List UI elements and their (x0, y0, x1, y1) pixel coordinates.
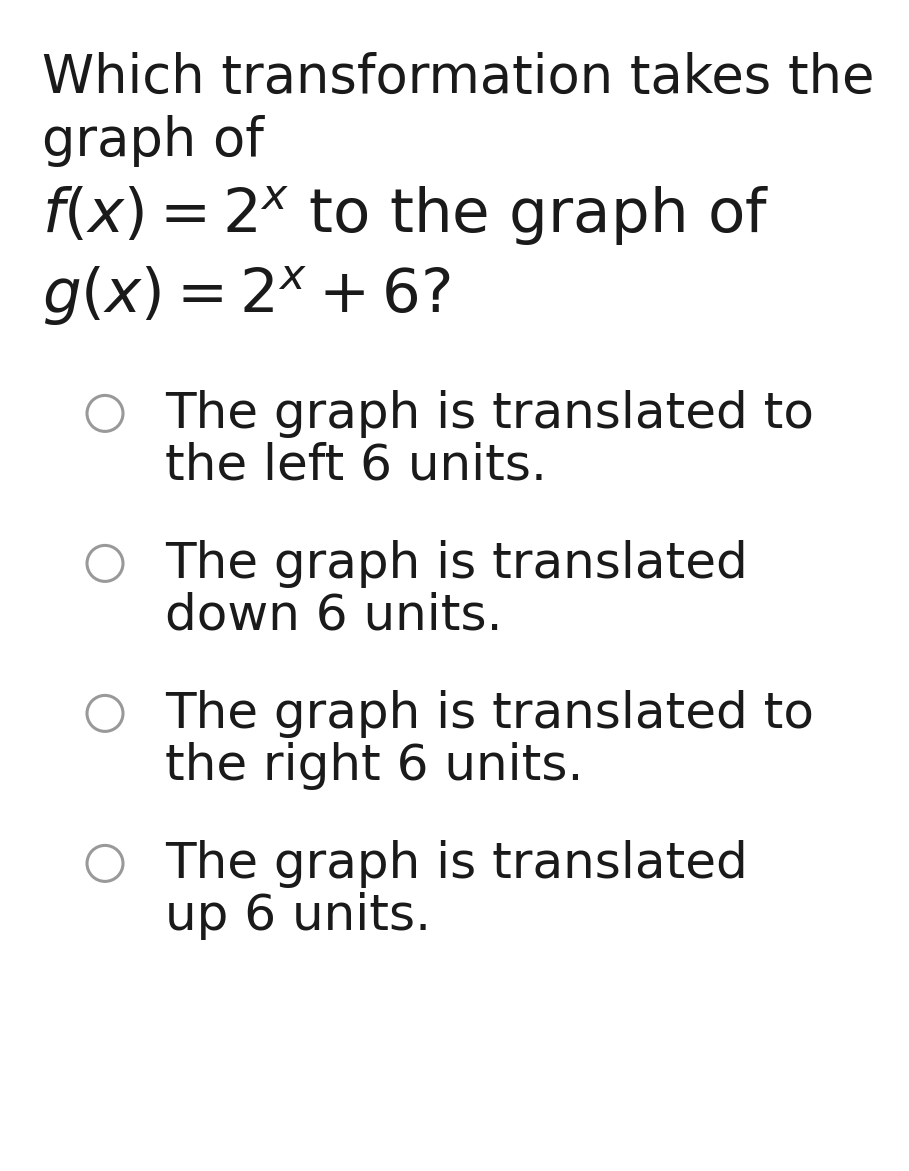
Text: down 6 units.: down 6 units. (165, 593, 503, 641)
Text: $f(x) = 2^x$ to the graph of: $f(x) = 2^x$ to the graph of (42, 185, 769, 248)
Text: The graph is translated: The graph is translated (165, 540, 748, 588)
Text: the right 6 units.: the right 6 units. (165, 742, 584, 790)
Text: up 6 units.: up 6 units. (165, 892, 431, 940)
Text: The graph is translated to: The graph is translated to (165, 690, 814, 738)
Text: $g(x) = 2^x + 6?$: $g(x) = 2^x + 6?$ (42, 265, 450, 328)
Text: the left 6 units.: the left 6 units. (165, 441, 547, 489)
Text: The graph is translated: The graph is translated (165, 840, 748, 888)
Text: Which transformation takes the: Which transformation takes the (42, 52, 874, 104)
Text: graph of: graph of (42, 115, 264, 167)
Text: The graph is translated to: The graph is translated to (165, 390, 814, 438)
